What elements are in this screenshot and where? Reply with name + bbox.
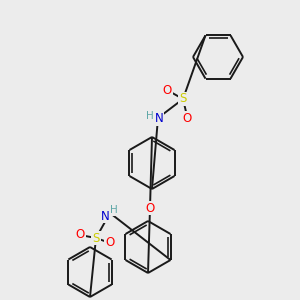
Text: S: S [92, 232, 100, 244]
Text: N: N [100, 209, 109, 223]
Text: O: O [75, 229, 85, 242]
Text: O: O [182, 112, 192, 124]
Text: S: S [179, 92, 187, 106]
Text: O: O [105, 236, 115, 250]
Text: H: H [110, 205, 118, 215]
Text: H: H [146, 111, 154, 121]
Text: O: O [162, 83, 172, 97]
Text: O: O [146, 202, 154, 214]
Text: N: N [154, 112, 164, 125]
